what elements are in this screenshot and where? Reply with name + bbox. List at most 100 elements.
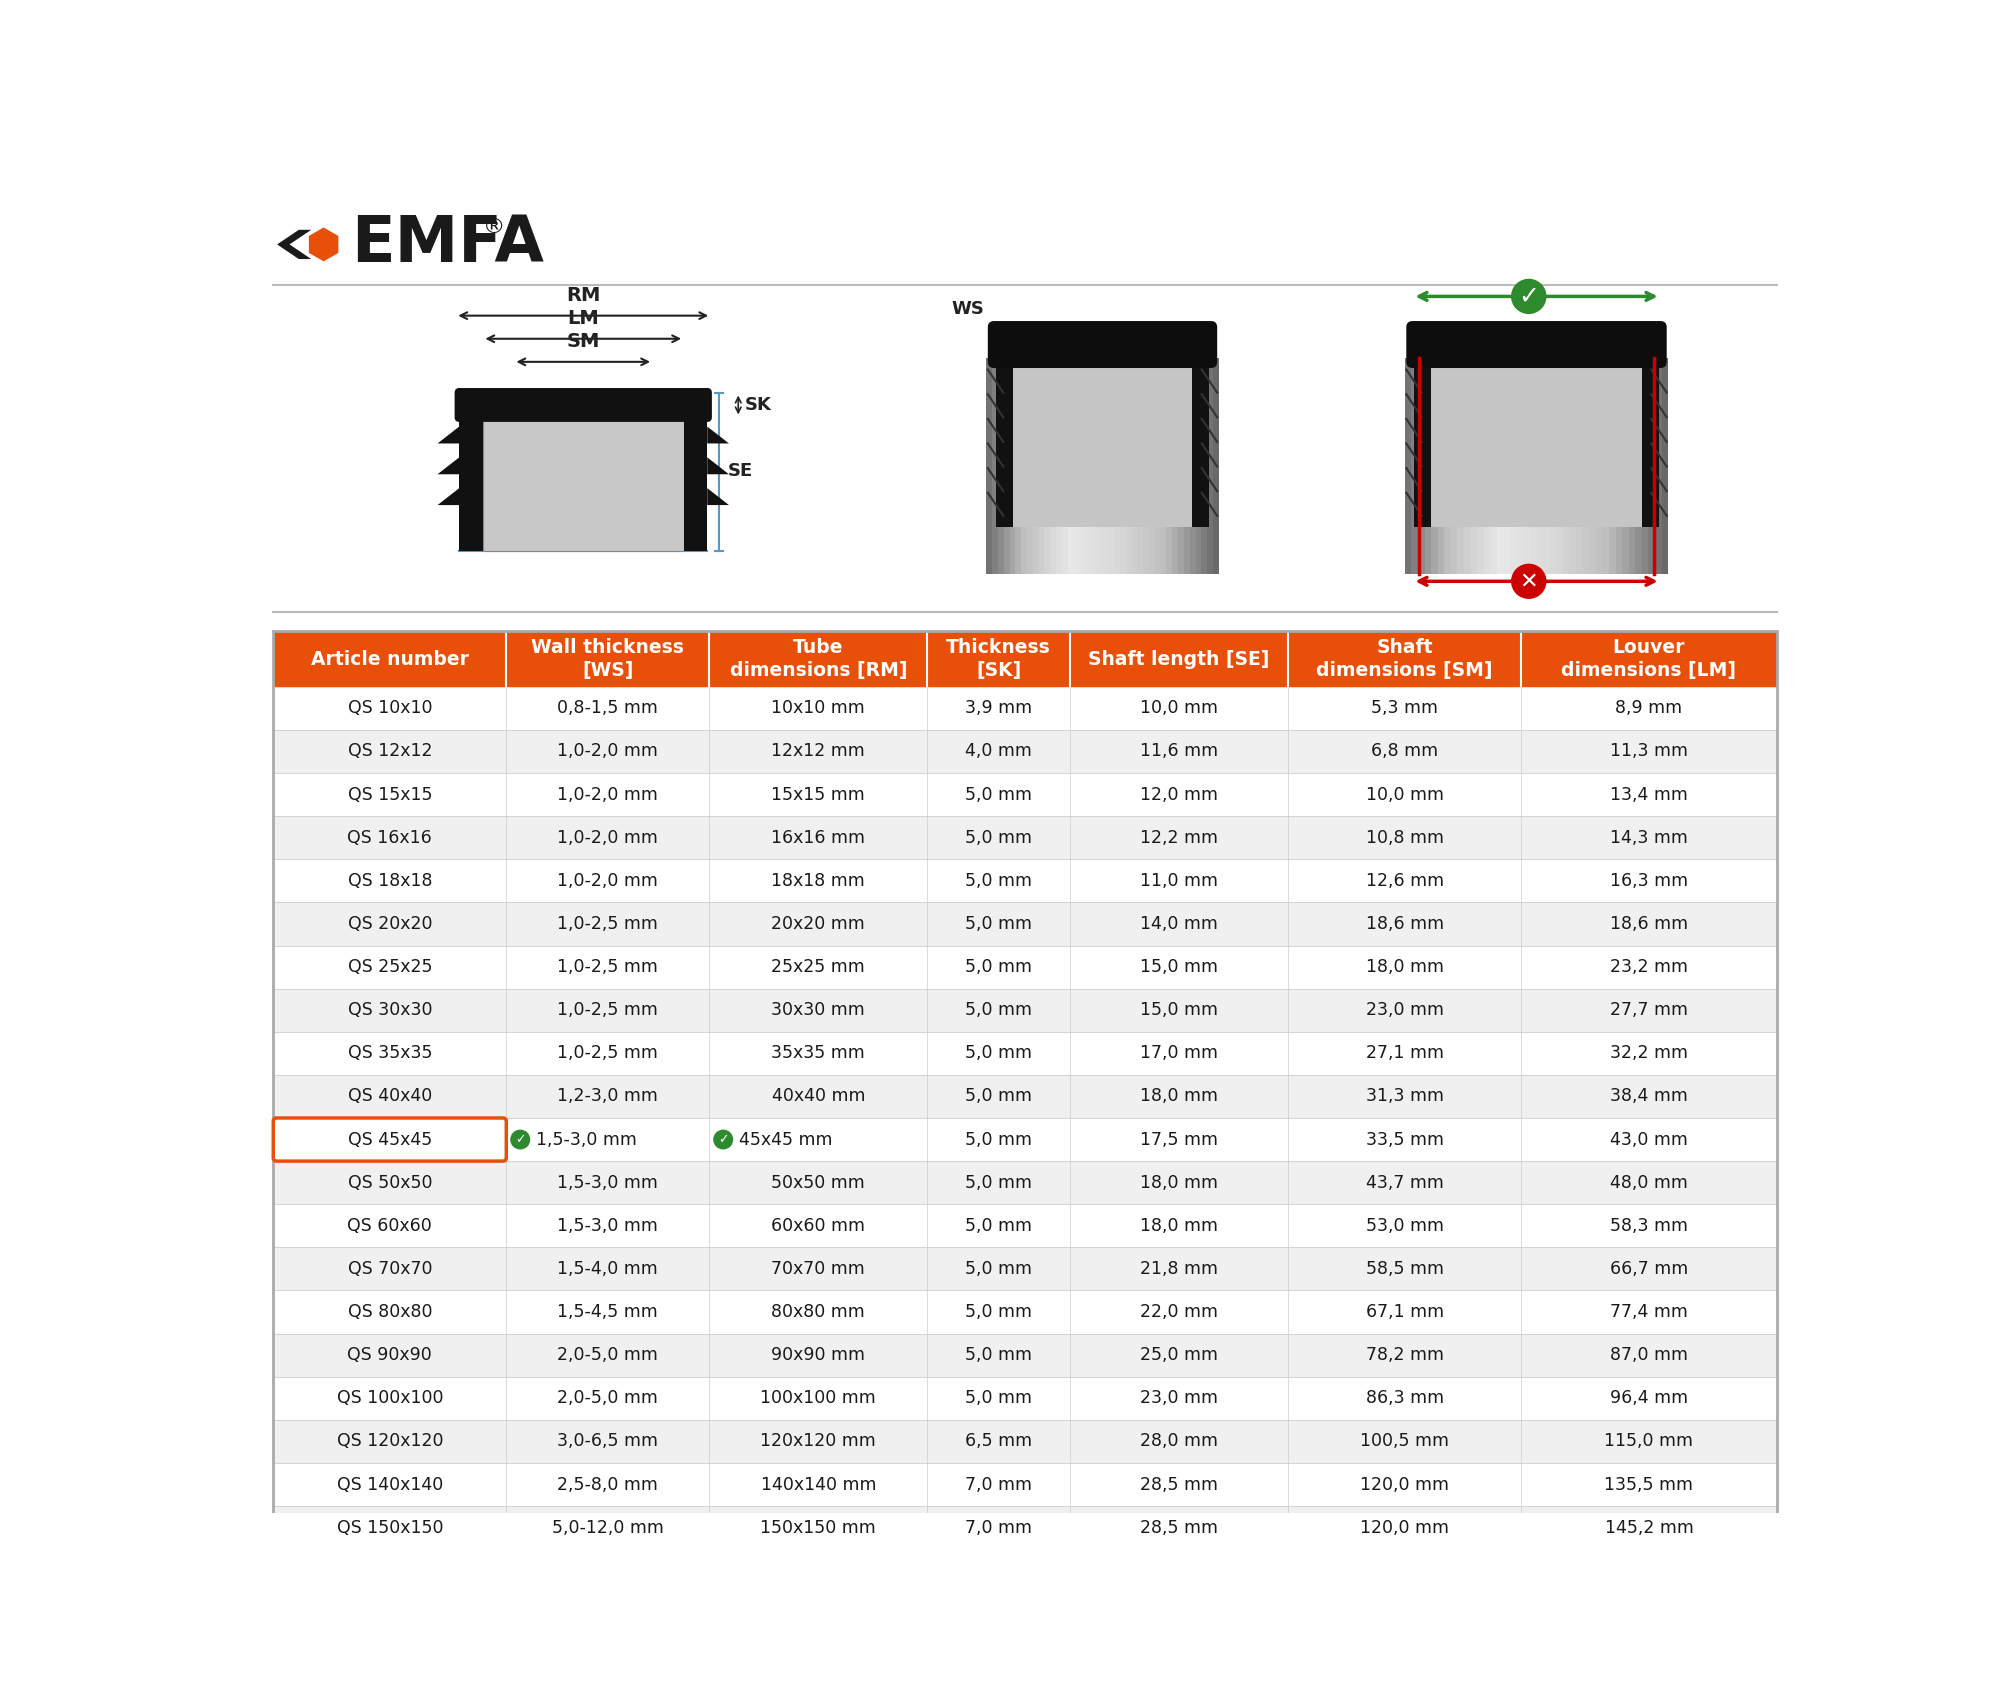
- FancyBboxPatch shape: [274, 945, 1776, 989]
- FancyBboxPatch shape: [1102, 359, 1108, 573]
- FancyBboxPatch shape: [1010, 359, 1016, 573]
- FancyBboxPatch shape: [482, 416, 684, 551]
- FancyBboxPatch shape: [1608, 359, 1616, 573]
- Text: 1,5-4,5 mm: 1,5-4,5 mm: [558, 1302, 658, 1321]
- FancyBboxPatch shape: [1074, 359, 1080, 573]
- Text: 25,0 mm: 25,0 mm: [1140, 1346, 1218, 1363]
- Polygon shape: [438, 427, 460, 444]
- Text: 5,0 mm: 5,0 mm: [966, 1088, 1032, 1105]
- Text: 78,2 mm: 78,2 mm: [1366, 1346, 1444, 1363]
- Text: 58,5 mm: 58,5 mm: [1366, 1260, 1444, 1278]
- FancyBboxPatch shape: [274, 858, 1776, 903]
- Text: 60x60 mm: 60x60 mm: [772, 1217, 866, 1234]
- Text: ✓: ✓: [514, 1134, 526, 1146]
- Text: LM: LM: [568, 309, 600, 328]
- Text: 135,5 mm: 135,5 mm: [1604, 1476, 1694, 1494]
- Text: SK: SK: [744, 396, 772, 415]
- FancyBboxPatch shape: [1616, 359, 1622, 573]
- FancyBboxPatch shape: [1406, 321, 1666, 367]
- FancyBboxPatch shape: [1404, 359, 1412, 573]
- Text: 4,0 mm: 4,0 mm: [966, 743, 1032, 760]
- Text: 18,0 mm: 18,0 mm: [1366, 959, 1444, 976]
- FancyBboxPatch shape: [274, 1377, 1776, 1419]
- FancyBboxPatch shape: [1444, 359, 1450, 573]
- Text: 1,0-2,0 mm: 1,0-2,0 mm: [558, 785, 658, 804]
- Text: QS 120x120: QS 120x120: [336, 1433, 444, 1450]
- Text: Article number: Article number: [310, 649, 468, 668]
- FancyBboxPatch shape: [1062, 359, 1068, 573]
- FancyBboxPatch shape: [1636, 359, 1642, 573]
- Text: 23,0 mm: 23,0 mm: [1140, 1389, 1218, 1408]
- Text: 40x40 mm: 40x40 mm: [772, 1088, 866, 1105]
- Text: 100,5 mm: 100,5 mm: [1360, 1433, 1450, 1450]
- FancyBboxPatch shape: [1126, 359, 1132, 573]
- Text: QS 16x16: QS 16x16: [348, 828, 432, 847]
- Text: 5,0-12,0 mm: 5,0-12,0 mm: [552, 1518, 664, 1537]
- FancyBboxPatch shape: [274, 774, 1776, 816]
- FancyBboxPatch shape: [274, 687, 1776, 729]
- Text: 28,0 mm: 28,0 mm: [1140, 1433, 1218, 1450]
- Text: 58,3 mm: 58,3 mm: [1610, 1217, 1688, 1234]
- FancyBboxPatch shape: [274, 1161, 1776, 1204]
- Text: 5,3 mm: 5,3 mm: [1372, 699, 1438, 717]
- Text: QS 40x40: QS 40x40: [348, 1088, 432, 1105]
- Text: QS 25x25: QS 25x25: [348, 959, 432, 976]
- FancyBboxPatch shape: [996, 362, 1012, 527]
- Text: 5,0 mm: 5,0 mm: [966, 1044, 1032, 1062]
- FancyBboxPatch shape: [1590, 359, 1596, 573]
- FancyBboxPatch shape: [1544, 359, 1550, 573]
- FancyBboxPatch shape: [1192, 362, 1210, 527]
- Text: 70x70 mm: 70x70 mm: [772, 1260, 866, 1278]
- Text: 27,1 mm: 27,1 mm: [1366, 1044, 1444, 1062]
- Text: 1,5-4,0 mm: 1,5-4,0 mm: [558, 1260, 658, 1278]
- Text: 14,0 mm: 14,0 mm: [1140, 915, 1218, 933]
- FancyBboxPatch shape: [1096, 359, 1102, 573]
- FancyBboxPatch shape: [1050, 359, 1056, 573]
- FancyBboxPatch shape: [460, 416, 482, 551]
- Text: SM: SM: [566, 332, 600, 352]
- Polygon shape: [438, 457, 460, 474]
- Text: 28,5 mm: 28,5 mm: [1140, 1518, 1218, 1537]
- Text: 22,0 mm: 22,0 mm: [1140, 1302, 1218, 1321]
- FancyBboxPatch shape: [1160, 359, 1166, 573]
- Text: 12x12 mm: 12x12 mm: [772, 743, 866, 760]
- Text: 30x30 mm: 30x30 mm: [772, 1001, 866, 1020]
- FancyBboxPatch shape: [1022, 359, 1026, 573]
- Text: 15,0 mm: 15,0 mm: [1140, 1001, 1218, 1020]
- FancyBboxPatch shape: [1438, 359, 1444, 573]
- FancyBboxPatch shape: [274, 1204, 1776, 1248]
- Text: 120x120 mm: 120x120 mm: [760, 1433, 876, 1450]
- FancyBboxPatch shape: [1044, 359, 1050, 573]
- Text: Louver
dimensions [LM]: Louver dimensions [LM]: [1562, 638, 1736, 680]
- Text: 5,0 mm: 5,0 mm: [966, 1302, 1032, 1321]
- FancyBboxPatch shape: [1504, 359, 1510, 573]
- Text: 1,0-2,5 mm: 1,0-2,5 mm: [558, 959, 658, 976]
- Text: 18,0 mm: 18,0 mm: [1140, 1173, 1218, 1192]
- FancyBboxPatch shape: [1172, 359, 1178, 573]
- Circle shape: [1512, 564, 1546, 598]
- Text: 1,0-2,0 mm: 1,0-2,0 mm: [558, 828, 658, 847]
- FancyBboxPatch shape: [250, 1513, 1800, 1549]
- Text: 5,0 mm: 5,0 mm: [966, 1130, 1032, 1149]
- Text: 18,6 mm: 18,6 mm: [1366, 915, 1444, 933]
- FancyBboxPatch shape: [1196, 359, 1202, 573]
- Text: 11,3 mm: 11,3 mm: [1610, 743, 1688, 760]
- Text: 48,0 mm: 48,0 mm: [1610, 1173, 1688, 1192]
- FancyBboxPatch shape: [1582, 359, 1590, 573]
- Text: 23,0 mm: 23,0 mm: [1366, 1001, 1444, 1020]
- Text: 38,4 mm: 38,4 mm: [1610, 1088, 1688, 1105]
- Polygon shape: [438, 488, 460, 505]
- FancyBboxPatch shape: [1120, 359, 1126, 573]
- FancyBboxPatch shape: [1432, 362, 1642, 527]
- Text: 27,7 mm: 27,7 mm: [1610, 1001, 1688, 1020]
- Text: Tube
dimensions [RM]: Tube dimensions [RM]: [730, 638, 908, 680]
- FancyBboxPatch shape: [1012, 362, 1192, 527]
- FancyBboxPatch shape: [1536, 359, 1544, 573]
- Text: Thickness
[SK]: Thickness [SK]: [946, 638, 1052, 680]
- Polygon shape: [708, 457, 728, 474]
- FancyBboxPatch shape: [1478, 359, 1484, 573]
- Text: 1,0-2,0 mm: 1,0-2,0 mm: [558, 743, 658, 760]
- Text: 12,0 mm: 12,0 mm: [1140, 785, 1218, 804]
- Text: 1,5-3,0 mm: 1,5-3,0 mm: [558, 1217, 658, 1234]
- FancyBboxPatch shape: [684, 416, 708, 551]
